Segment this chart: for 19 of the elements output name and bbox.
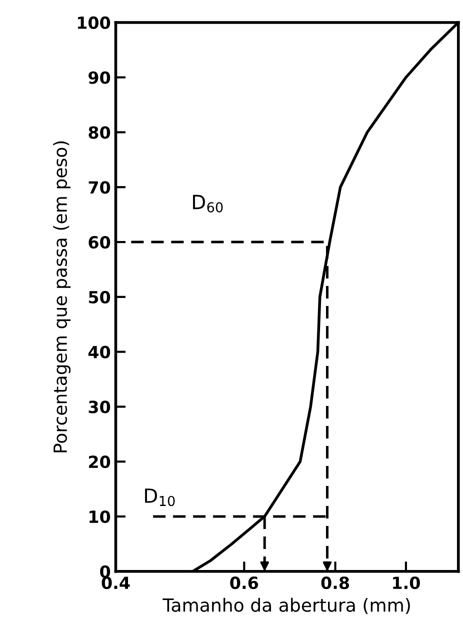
y-tick-label: 40 [88,346,110,358]
y-tick-label: 50 [88,290,110,304]
annotation: D$_{60}$ [193,194,223,212]
x-tick-label: 1.0 [393,576,420,590]
y-tick-label: 100 [78,16,110,30]
annotation: D$_{10}$ [145,488,175,506]
x-tick-label: 0.8 [321,576,350,590]
y-tick-label: 60 [88,236,110,249]
y-tick-label: 70 [88,181,110,194]
y-tick-label: 10 [90,510,110,524]
x-tick-label: 0.4 [102,576,130,590]
y-tick-label: 20 [89,456,110,468]
y-tick-label: 0 [100,565,110,578]
x-tick-label: 0.6 [230,576,258,590]
y-tick-label: 80 [88,126,110,139]
y-tick-label: 30 [88,400,110,414]
x-axis-title: Tamanho da abertura (mm) [162,598,410,614]
y-axis-title: Porcentagem que passa (em peso) [53,141,71,452]
y-tick-label: 90 [88,71,110,84]
